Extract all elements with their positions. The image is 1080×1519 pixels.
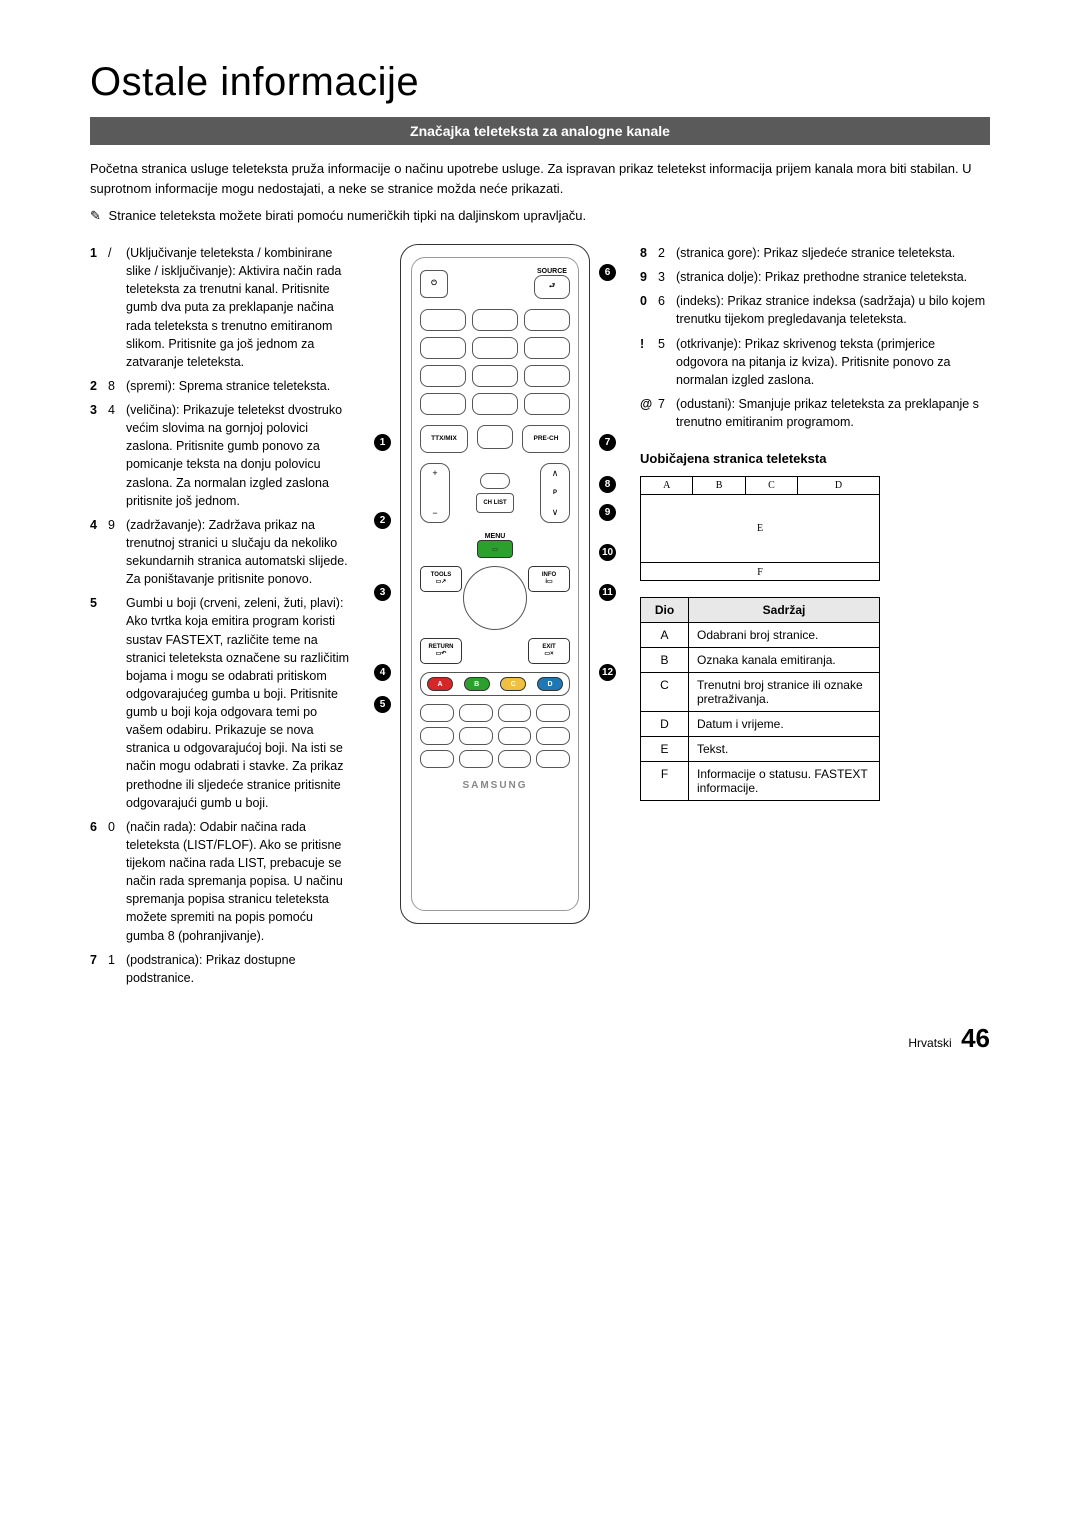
chlist-button: CH LIST xyxy=(476,493,514,513)
section-banner: Značajka teleteksta za analogne kanale xyxy=(90,117,990,145)
table-header-content: Sadržaj xyxy=(689,598,880,623)
mute-button xyxy=(477,425,513,449)
volume-rocker: +− xyxy=(420,463,450,523)
menu-label: MENU xyxy=(485,533,506,540)
ttx-subtitle: Uobičajena stranica teleteksta xyxy=(640,451,990,466)
callout-6: 6 xyxy=(599,264,616,281)
callout-1: 1 xyxy=(374,434,391,451)
callout-4: 4 xyxy=(374,664,391,681)
blue-button: D xyxy=(537,677,563,691)
callout-11: 11 xyxy=(599,584,616,601)
func-item: 49(zadržavanje): Zadržava prikaz na tren… xyxy=(90,516,350,589)
callout-9: 9 xyxy=(599,504,616,521)
func-item: 1/(Uključivanje teleteksta / kombinirane… xyxy=(90,244,350,371)
right-function-list: 82(stranica gore): Prikaz sljedeće stran… xyxy=(640,244,990,431)
func-item: 60(način rada): Odabir načina rada telet… xyxy=(90,818,350,945)
func-item: !5(otkrivanje): Prikaz skrivenog teksta … xyxy=(640,335,990,389)
func-item: @7(odustani): Smanjuje prikaz teleteksta… xyxy=(640,395,990,431)
channel-rocker: ∧P∨ xyxy=(540,463,570,523)
exit-button: EXIT▭× xyxy=(528,638,570,664)
func-item: 82(stranica gore): Prikaz sljedeće stran… xyxy=(640,244,990,262)
note-line: ✎ Stranice teleteksta možete birati pomo… xyxy=(90,208,990,224)
table-row: CTrenutni broj stranice ili oznake pretr… xyxy=(641,673,880,712)
callout-10: 10 xyxy=(599,544,616,561)
return-button: RETURN▭↶ xyxy=(420,638,462,664)
color-buttons-row: A B C D xyxy=(420,672,570,696)
ttxmix-button: TTX/MIX xyxy=(420,425,468,453)
info-button: INFOi▭ xyxy=(528,566,570,592)
func-item: 06(indeks): Prikaz stranice indeksa (sad… xyxy=(640,292,990,328)
note-icon: ✎ xyxy=(90,208,101,224)
yellow-button: C xyxy=(500,677,526,691)
func-item: 93(stranica dolje): Prikaz prethodne str… xyxy=(640,268,990,286)
table-row: BOznaka kanala emitiranja. xyxy=(641,648,880,673)
page-number: 46 xyxy=(961,1023,990,1053)
func-item: 34(veličina): Prikazuje teletekst dvostr… xyxy=(90,401,350,510)
callout-5: 5 xyxy=(374,696,391,713)
table-row: AOdabrani broj stranice. xyxy=(641,623,880,648)
func-item: 5Gumbi u boji (crveni, zeleni, žuti, pla… xyxy=(90,594,350,812)
chapter-title: Ostale informacije xyxy=(90,60,990,105)
tools-button: TOOLS▭↗ xyxy=(420,566,462,592)
callout-8: 8 xyxy=(599,476,616,493)
source-label: SOURCE xyxy=(537,268,567,275)
left-function-list: 1/(Uključivanje teleteksta / kombinirane… xyxy=(90,244,350,993)
callout-3: 3 xyxy=(374,584,391,601)
callout-7: 7 xyxy=(599,434,616,451)
page-footer: Hrvatski 46 xyxy=(90,1023,990,1054)
power-button: ⏻ xyxy=(420,270,448,298)
table-row: FInformacije o statusu. FASTEXT informac… xyxy=(641,762,880,801)
table-header-part: Dio xyxy=(641,598,689,623)
callout-2: 2 xyxy=(374,512,391,529)
table-row: DDatum i vrijeme. xyxy=(641,712,880,737)
callout-12: 12 xyxy=(599,664,616,681)
prech-button: PRE-CH xyxy=(522,425,570,453)
source-button: ⮐ xyxy=(534,275,570,299)
table-row: ETekst. xyxy=(641,737,880,762)
footer-language: Hrvatski xyxy=(908,1036,951,1050)
intro-paragraph: Početna stranica usluge teleteksta pruža… xyxy=(90,159,990,198)
dpad xyxy=(463,566,527,630)
brand-logo: SAMSUNG xyxy=(420,780,570,791)
red-button: A xyxy=(427,677,453,691)
content-table: Dio Sadržaj AOdabrani broj stranice. BOz… xyxy=(640,597,880,801)
func-item: 71(podstranica): Prikaz dostupne podstra… xyxy=(90,951,350,987)
remote-control-diagram: 1 2 3 4 5 6 7 8 9 10 11 12 ⏻ xyxy=(400,244,590,993)
keypad-button xyxy=(420,309,466,331)
teletext-page-diagram: A B C D E F xyxy=(640,476,880,581)
func-item: 28(spremi): Sprema stranice teleteksta. xyxy=(90,377,350,395)
menu-button: ▭ xyxy=(477,540,513,558)
green-button: B xyxy=(464,677,490,691)
note-text: Stranice teleteksta možete birati pomoću… xyxy=(109,208,587,223)
